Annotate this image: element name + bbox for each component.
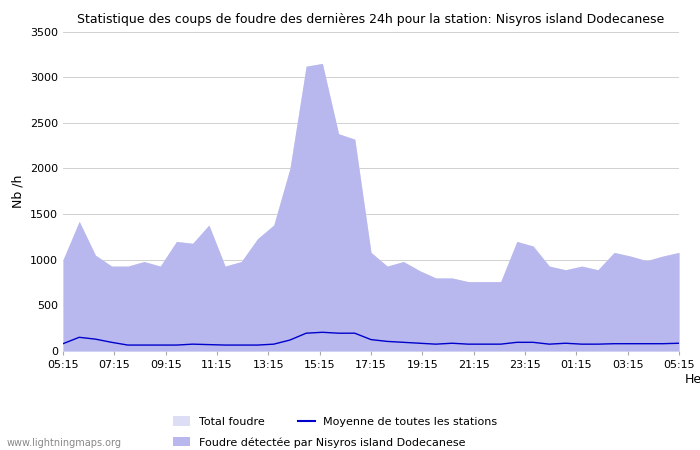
Text: www.lightningmaps.org: www.lightningmaps.org — [7, 438, 122, 448]
Legend: Foudre détectée par Nisyros island Dodecanese: Foudre détectée par Nisyros island Dodec… — [174, 437, 466, 448]
Text: Heure: Heure — [685, 374, 700, 387]
Title: Statistique des coups de foudre des dernières 24h pour la station: Nisyros islan: Statistique des coups de foudre des dern… — [78, 13, 664, 26]
Y-axis label: Nb /h: Nb /h — [11, 175, 25, 208]
